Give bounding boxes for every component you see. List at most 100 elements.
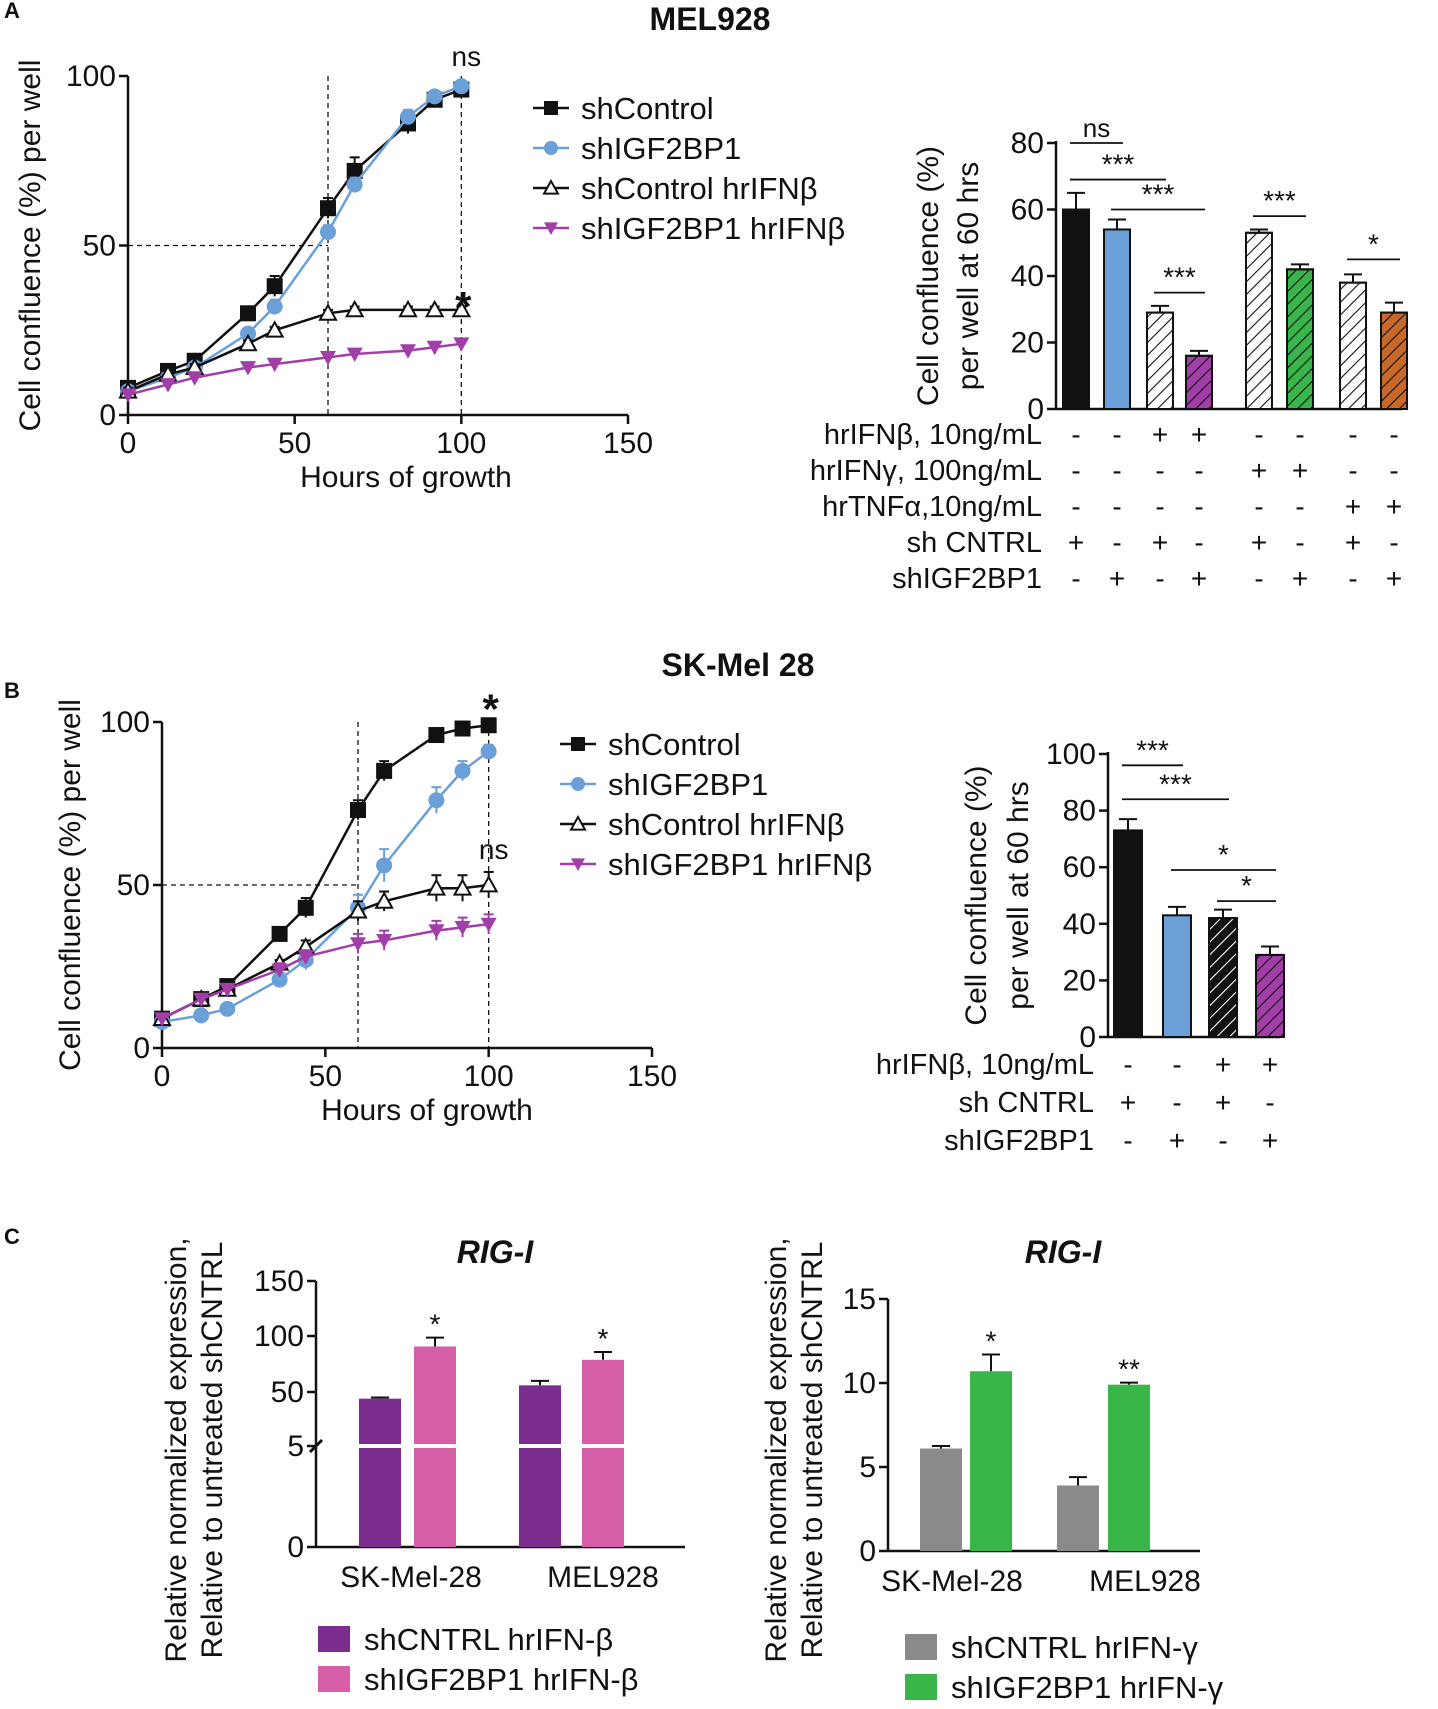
- condition-mark: -: [1295, 527, 1304, 558]
- condition-mark: -: [1071, 455, 1080, 486]
- data-point: [186, 371, 203, 386]
- bar: [359, 1398, 401, 1547]
- panel-a-bar-chart: 0 20 40 60 80 Cell confluence (%) per well at …: [810, 113, 1408, 595]
- data-point: [264, 320, 285, 338]
- data-point: [346, 176, 363, 193]
- data-point: [219, 982, 236, 998]
- data-point: [350, 802, 366, 819]
- y-tick-label: 80: [1063, 795, 1096, 828]
- data-point: [454, 762, 471, 779]
- panel-c-right-chart: RIG-I 0 5 10 15 Relative normalized expressio…: [760, 1234, 1224, 1705]
- condition-label: hrIFNβ, 10ng/mL: [876, 1049, 1094, 1081]
- data-point: [426, 88, 443, 105]
- condition-mark: -: [1155, 563, 1164, 594]
- y-axis-label: Cell confluence (%) per well: [14, 60, 47, 432]
- y-tick-label: 0: [287, 1531, 304, 1564]
- condition-mark: -: [1123, 1125, 1132, 1156]
- legend-swatch: [905, 1634, 937, 1660]
- y-tick-label: 5: [287, 1430, 304, 1463]
- y-tick-label: 40: [1063, 908, 1096, 941]
- data-point: [193, 1007, 210, 1024]
- bar-hatch: [1146, 311, 1174, 411]
- x-tick-label: SK-Mel-28: [340, 1561, 482, 1594]
- condition-mark: +: [1215, 1049, 1231, 1080]
- y-tick-label: 0: [99, 399, 116, 432]
- legend-label: shCNTRL hrIFN-γ: [951, 1630, 1198, 1665]
- y-tick-label: 20: [1011, 327, 1044, 360]
- data-point: [219, 1000, 236, 1017]
- data-point: [424, 299, 445, 318]
- y-tick-label: 150: [254, 1265, 304, 1298]
- x-tick-label: 0: [154, 1060, 171, 1093]
- axis-break-gap: [320, 1444, 689, 1448]
- x-tick-label: 50: [309, 1060, 342, 1093]
- y-tick-label: 0: [1027, 393, 1044, 426]
- condition-mark: -: [1348, 563, 1357, 594]
- bar: [1162, 914, 1192, 1038]
- data-point: [266, 278, 283, 295]
- y-axis-label: Relative normalized expression,: [160, 1237, 193, 1662]
- data-point: [160, 378, 176, 393]
- y-axis-label: Cell confluence (%): [960, 765, 993, 1025]
- series-shIGF2BP1-hrIFNβ: shIGF2BP1 hrIFNβ: [120, 211, 845, 403]
- panel-c-left-chart: RIG-I 0 5 50 100 150 Relative normalized expre…: [160, 1234, 689, 1697]
- condition-mark: -: [1254, 491, 1263, 522]
- data-point: [271, 925, 288, 942]
- data-point: [480, 917, 497, 933]
- y-axis-label: per well at 60 hrs: [952, 162, 985, 390]
- y-tick-label: 100: [100, 706, 150, 739]
- significance-label: ns: [1083, 113, 1110, 143]
- data-point: [374, 891, 394, 909]
- condition-label: hrTNFα,10ng/mL: [822, 491, 1042, 523]
- bar-hatch: [1380, 311, 1408, 411]
- legend-marker: [544, 101, 558, 115]
- bar: [1103, 228, 1131, 410]
- significance-annotation: *: [482, 686, 499, 733]
- data-point: [240, 361, 256, 376]
- condition-mark: -: [1194, 527, 1203, 558]
- y-tick-label: 10: [843, 1367, 876, 1400]
- legend-label: shIGF2BP1: [608, 767, 768, 802]
- series-shControl-hrIFNβ: shControl hrIFNβ: [118, 171, 818, 399]
- data-point: [376, 857, 393, 874]
- y-tick-label: 20: [1063, 964, 1096, 997]
- data-point: [376, 934, 393, 949]
- y-tick-label: 50: [117, 869, 150, 902]
- condition-mark: +: [1152, 527, 1168, 558]
- data-point: [400, 344, 416, 359]
- series-line: [127, 88, 462, 390]
- condition-label: hrIFNγ, 100ng/mL: [810, 455, 1042, 487]
- bar-hatch: [1286, 268, 1314, 410]
- significance-label: ***: [1163, 262, 1196, 293]
- y-tick-label: 0: [859, 1535, 876, 1568]
- significance-annotation: *: [455, 283, 472, 330]
- data-point: [344, 299, 365, 318]
- axis-break-mark: [308, 1438, 324, 1454]
- significance-label: ***: [1142, 179, 1175, 210]
- significance-label: **: [1118, 1354, 1140, 1385]
- condition-mark: -: [1155, 455, 1164, 486]
- bar-hatch: [1208, 917, 1238, 1039]
- condition-label: shIGF2BP1: [944, 1125, 1094, 1157]
- legend-label: shCNTRL hrIFN-β: [364, 1622, 613, 1657]
- data-point: [454, 920, 471, 936]
- legend-label: shControl hrIFNβ: [581, 171, 818, 206]
- condition-mark: -: [1295, 419, 1304, 450]
- x-tick-label: 100: [436, 427, 486, 460]
- condition-mark: -: [1071, 563, 1080, 594]
- condition-label: sh CNTRL: [959, 1087, 1094, 1119]
- condition-mark: -: [1123, 1049, 1132, 1080]
- condition-mark: +: [1191, 419, 1207, 450]
- significance-label: ***: [1102, 149, 1135, 180]
- series-shIGF2BP1-hrIFNβ: shIGF2BP1 hrIFNβ: [154, 847, 872, 1027]
- data-point: [453, 78, 470, 95]
- x-tick-label: SK-Mel-28: [881, 1565, 1023, 1598]
- data-point: [266, 357, 283, 373]
- bar: [1108, 1384, 1150, 1551]
- condition-mark: -: [1348, 419, 1357, 450]
- bar: [1113, 829, 1143, 1038]
- condition-mark: -: [1265, 1087, 1274, 1118]
- legend-label: shControl: [608, 727, 741, 762]
- condition-mark: -: [1389, 419, 1398, 450]
